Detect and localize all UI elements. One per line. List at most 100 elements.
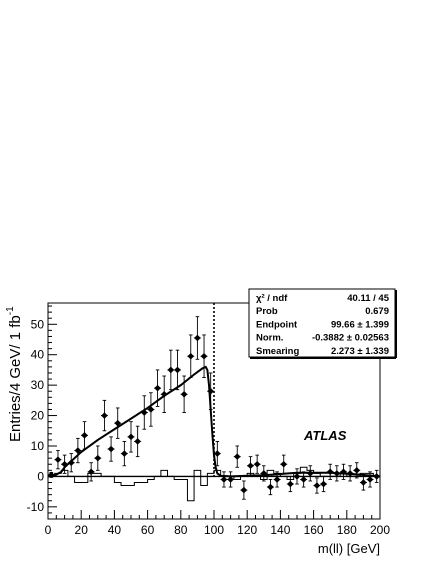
x-tick-label: 60 [141, 523, 155, 537]
data-point [173, 349, 181, 391]
data-point [94, 445, 102, 471]
data-marker [306, 470, 314, 477]
axis-ticks: 0 20 40 60 80 100 120 140 160 180 200-100102030405… [27, 305, 390, 537]
data-marker [227, 476, 234, 483]
data-marker [287, 480, 294, 488]
data-marker [140, 409, 148, 416]
data-point [140, 395, 148, 430]
x-tick-label: 0 [45, 523, 52, 537]
data-point [107, 436, 115, 462]
data-point [366, 471, 374, 488]
data-point [339, 463, 347, 480]
x-tick-label: 100 [204, 523, 224, 537]
x-tick-label: 20 [75, 523, 89, 537]
data-point [87, 462, 95, 482]
data-marker [273, 476, 281, 483]
data-point [326, 463, 334, 480]
data-point [61, 454, 69, 474]
y-tick-label: 40 [31, 348, 45, 362]
data-marker [81, 432, 88, 439]
stats-row-value: 2.273 ± 1.339 [331, 346, 389, 357]
x-tick-label: 40 [108, 523, 122, 537]
data-point [306, 465, 314, 482]
stats-row-value: 99.66 ± 1.399 [331, 319, 389, 330]
data-point [114, 407, 122, 439]
data-point [167, 349, 175, 391]
data-marker [94, 454, 102, 462]
stats-row-key: χ² / ndf [256, 293, 288, 304]
data-point [273, 471, 281, 488]
stats-row-key: Endpoint [256, 319, 298, 330]
data-marker [160, 390, 168, 398]
data-marker [313, 482, 321, 489]
data-marker [353, 467, 361, 474]
data-point [280, 454, 288, 474]
data-point [200, 334, 208, 378]
data-point [154, 369, 162, 407]
data-point [127, 421, 135, 453]
data-point [253, 454, 261, 474]
data-marker [87, 468, 95, 476]
data-point [54, 450, 62, 470]
data-point [260, 465, 268, 482]
data-point [134, 425, 142, 458]
data-marker [240, 486, 248, 494]
atlas-label: ATLAS [303, 428, 347, 443]
data-point [213, 440, 221, 467]
data-marker [247, 462, 254, 470]
data-marker [293, 473, 301, 480]
data-point [286, 475, 294, 493]
data-marker [366, 476, 374, 483]
data-marker [260, 470, 268, 477]
x-tick-label: 160 [304, 523, 324, 537]
data-marker [127, 433, 135, 441]
data-point [313, 477, 321, 494]
x-axis-label: m(ll) [GeV] [318, 541, 380, 556]
stats-row-value: 0.679 [365, 306, 389, 317]
y-axis-label: Entries/4 GeV/ 1 fb-1 [5, 306, 24, 442]
data-point [187, 334, 195, 378]
data-marker [253, 460, 261, 468]
data-point [346, 465, 354, 482]
data-marker [300, 476, 307, 483]
y-tick-label: 20 [31, 409, 45, 423]
y-tick-label: 50 [31, 317, 45, 331]
data-point [100, 399, 108, 432]
y-axis-label-text: Entries/4 GeV/ 1 fb [7, 315, 24, 442]
data-marker [360, 479, 367, 486]
data-marker [220, 476, 228, 483]
data-marker [101, 412, 108, 419]
data-point [353, 462, 361, 479]
data-marker [61, 460, 68, 468]
data-marker [187, 352, 195, 360]
data-marker [48, 471, 55, 479]
data-marker [54, 456, 62, 463]
data-point [220, 471, 228, 488]
data-marker [67, 459, 75, 467]
stats-row-key: Norm. [256, 333, 283, 344]
x-tick-label: 180 [337, 523, 357, 537]
stats-row-value: 40.11 / 45 [347, 293, 389, 304]
data-marker [340, 468, 347, 476]
data-marker [174, 366, 181, 374]
data-point [333, 465, 341, 482]
data-points [47, 316, 381, 500]
data-point [147, 392, 155, 427]
data-point [247, 456, 255, 476]
data-point [67, 453, 75, 473]
data-marker [320, 480, 327, 488]
x-tick-label: 80 [174, 523, 188, 537]
data-point [373, 469, 381, 483]
x-tick-label: 200 [370, 523, 390, 537]
y-tick-label: 10 [31, 439, 45, 453]
data-marker [154, 384, 161, 392]
data-marker [333, 470, 341, 477]
data-point [81, 421, 89, 450]
data-point [160, 375, 168, 413]
data-marker [74, 447, 82, 454]
x-tick-label: 120 [237, 523, 257, 537]
data-marker [167, 366, 175, 374]
data-point [207, 372, 215, 410]
data-point [320, 475, 328, 493]
